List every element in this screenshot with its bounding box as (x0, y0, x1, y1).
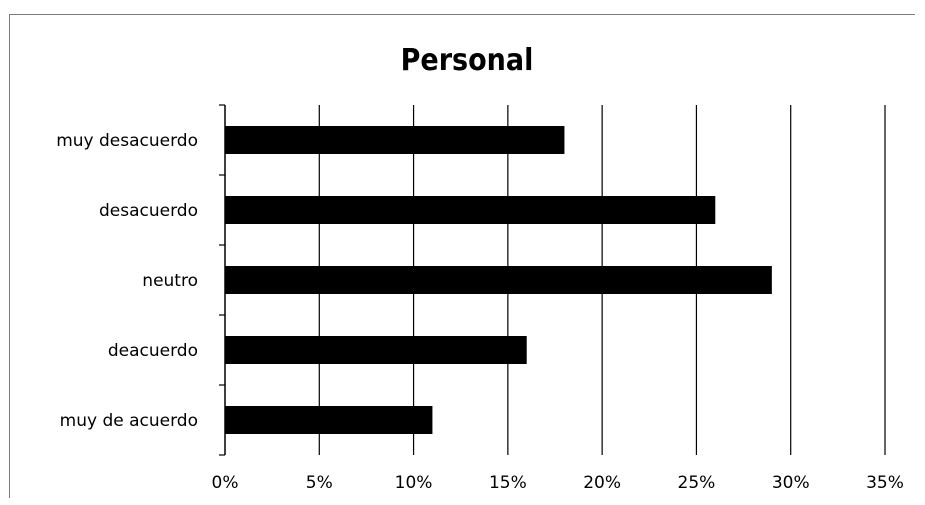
bars (225, 126, 772, 434)
x-tick-label: 10% (395, 473, 433, 493)
x-tick-label: 20% (583, 473, 621, 493)
category-label: desacuerdo (99, 201, 198, 221)
x-tick-label: 35% (866, 473, 904, 493)
x-tick-labels: 0% 5% 10% 15% 20% 25% 30% 35% (212, 473, 904, 493)
axes (219, 104, 226, 456)
x-tick-label: 5% (306, 473, 333, 493)
category-label: neutro (142, 271, 198, 291)
bar (225, 406, 433, 434)
chart-title: Personal (401, 43, 534, 78)
x-tick-label: 0% (212, 473, 239, 493)
bar (225, 126, 565, 154)
x-tick-label: 30% (772, 473, 810, 493)
bar (225, 196, 716, 224)
bar (225, 336, 527, 364)
category-label: deacuerdo (108, 341, 198, 361)
category-label: muy de acuerdo (60, 411, 198, 431)
category-label: muy desacuerdo (56, 131, 198, 151)
chart-frame (9, 14, 915, 498)
x-tick-label: 15% (489, 473, 527, 493)
category-labels: muy desacuerdo desacuerdo neutro deacuerdo m… (56, 131, 198, 431)
bar (225, 266, 772, 294)
x-tick-label: 25% (678, 473, 716, 493)
